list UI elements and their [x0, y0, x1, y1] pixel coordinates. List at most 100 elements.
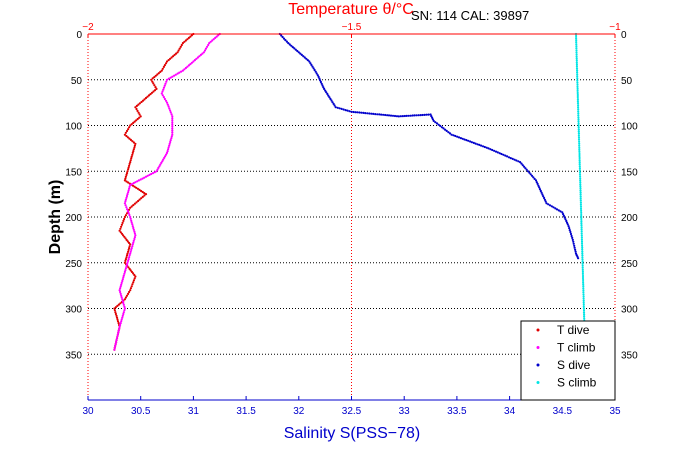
data-point-0-87: [127, 166, 130, 169]
data-point-2-19: [306, 59, 309, 62]
data-point-3-126: [582, 289, 585, 292]
data-point-2-58: [356, 111, 359, 114]
data-point-1-50: [168, 107, 171, 110]
data-point-1-119: [130, 221, 133, 224]
data-point-2-110: [450, 133, 453, 136]
data-point-0-16: [170, 56, 173, 59]
data-point-2-164: [538, 188, 542, 191]
data-point-2-16: [302, 55, 305, 58]
data-point-0-52: [136, 109, 139, 112]
data-point-1-144: [124, 267, 127, 270]
data-point-1-162: [121, 300, 124, 303]
data-point-0-25: [159, 70, 162, 73]
data-point-0-175: [114, 306, 117, 309]
data-point-2-190: [568, 227, 571, 230]
data-point-3-11: [575, 55, 578, 58]
data-point-0-183: [116, 320, 120, 323]
legend-label-1: T climb: [557, 341, 596, 355]
data-point-3-87: [580, 209, 583, 212]
data-point-1-183: [115, 339, 118, 342]
data-point-0-109: [141, 195, 144, 198]
data-point-2-57: [354, 111, 357, 114]
data-point-0-180: [115, 314, 118, 317]
data-point-2-40: [327, 94, 330, 97]
data-point-2-80: [399, 115, 402, 118]
data-point-2-12: [296, 49, 299, 53]
data-point-2-100: [434, 121, 437, 124]
data-point-0-94: [123, 179, 126, 182]
data-point-3-118: [581, 272, 585, 275]
data-point-2-3: [282, 37, 286, 40]
data-point-3-112: [581, 260, 584, 263]
x-tick-label-9: 34.5: [553, 406, 573, 417]
data-point-3-67: [578, 169, 582, 172]
data-point-0-172: [119, 302, 122, 305]
data-point-2-17: [303, 56, 306, 59]
data-point-3-79: [579, 193, 582, 196]
data-point-2-77: [393, 114, 397, 118]
data-point-2-163: [538, 186, 541, 189]
data-point-1-77: [162, 158, 165, 161]
data-point-3-19: [576, 71, 579, 74]
data-point-1-38: [163, 84, 166, 87]
data-point-1-139: [127, 258, 130, 261]
data-point-1-55: [171, 117, 174, 120]
data-point-1-81: [158, 165, 161, 168]
data-point-1-85: [153, 171, 156, 174]
data-point-0-4: [186, 38, 189, 41]
data-point-3-78: [579, 191, 582, 194]
data-point-2-94: [427, 113, 430, 116]
data-point-0-104: [140, 189, 143, 193]
data-point-0-144: [125, 254, 129, 257]
data-point-2-56: [352, 110, 355, 114]
data-point-1-7: [208, 42, 211, 45]
data-point-0-21: [163, 64, 166, 67]
data-point-2-36: [323, 87, 326, 90]
data-point-2-182: [562, 213, 565, 216]
data-point-1-72: [166, 150, 169, 153]
data-point-3-129: [582, 295, 585, 298]
data-point-3-109: [581, 254, 584, 257]
data-point-3-98: [580, 232, 583, 235]
y-tick-label-right-6: 300: [621, 305, 638, 316]
data-point-1-129: [132, 239, 135, 242]
data-point-1-16: [196, 56, 199, 59]
data-point-0-85: [128, 162, 131, 165]
data-point-0-132: [122, 234, 125, 237]
data-point-2-62: [364, 112, 367, 115]
data-point-1-47: [165, 101, 169, 104]
data-point-0-34: [153, 84, 156, 87]
data-point-2-127: [481, 145, 485, 148]
data-point-3-101: [580, 238, 584, 241]
data-point-2-79: [397, 115, 400, 118]
data-point-1-146: [123, 270, 126, 273]
data-point-2-67: [374, 113, 377, 116]
data-point-0-78: [132, 150, 135, 153]
data-point-2-54: [348, 110, 351, 113]
data-point-3-92: [580, 220, 583, 223]
data-point-2-71: [382, 113, 385, 116]
x-tick-label-10: 35: [609, 406, 621, 417]
data-point-2-137: [500, 152, 503, 156]
data-point-3-32: [576, 98, 580, 101]
x-tick-label-2: 31: [188, 406, 200, 417]
data-point-3-12: [575, 57, 578, 60]
data-point-2-82: [403, 114, 406, 118]
data-point-0-93: [124, 177, 127, 180]
data-point-2-49: [338, 107, 341, 110]
x2-tick-label-2: −1: [609, 22, 621, 33]
data-point-2-53: [346, 109, 349, 112]
data-point-0-50: [134, 106, 137, 109]
data-point-3-42: [577, 118, 580, 121]
y-tick-label-right-0: 0: [621, 30, 627, 41]
data-point-3-57: [578, 148, 581, 151]
data-point-2-148: [520, 162, 523, 165]
data-point-0-41: [147, 94, 151, 97]
data-point-2-59: [358, 111, 361, 114]
data-point-2-147: [519, 161, 522, 164]
data-point-1-168: [122, 311, 125, 314]
data-point-1-18: [193, 59, 196, 62]
data-point-2-109: [448, 132, 452, 135]
data-point-2-27: [315, 72, 318, 75]
data-point-1-33: [169, 76, 172, 79]
